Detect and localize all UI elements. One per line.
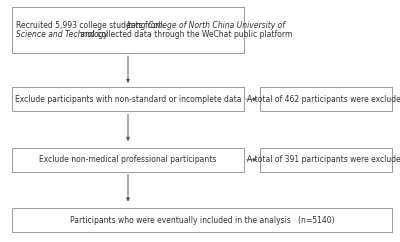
FancyBboxPatch shape: [12, 7, 244, 53]
Text: and collected data through the WeChat public platform: and collected data through the WeChat pu…: [78, 30, 292, 39]
Text: A total of 462 participants were excluded: A total of 462 participants were exclude…: [247, 95, 400, 104]
FancyBboxPatch shape: [12, 87, 244, 111]
FancyBboxPatch shape: [260, 87, 392, 111]
Text: Recruited 5,993 college students from: Recruited 5,993 college students from: [16, 21, 165, 30]
FancyBboxPatch shape: [12, 208, 392, 232]
Text: Participants who were eventually included in the analysis   (n=5140): Participants who were eventually include…: [70, 216, 334, 225]
Text: Exclude participants with non-standard or incomplete data: Exclude participants with non-standard o…: [15, 95, 241, 104]
Text: Science and Technology: Science and Technology: [16, 30, 108, 39]
Text: Jtang College of North China University of: Jtang College of North China University …: [126, 21, 285, 30]
FancyBboxPatch shape: [260, 148, 392, 172]
Text: Exclude non-medical professional participants: Exclude non-medical professional partici…: [39, 155, 217, 164]
FancyBboxPatch shape: [12, 148, 244, 172]
Text: A total of 391 participants were excluded: A total of 391 participants were exclude…: [247, 155, 400, 164]
